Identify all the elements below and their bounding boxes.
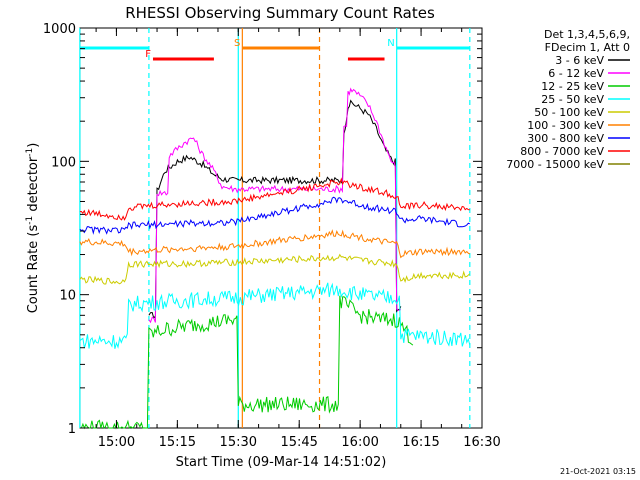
flag-label: S <box>234 38 240 49</box>
x-tick-label: 16:15 <box>402 435 439 450</box>
legend-entry-label: 7000 - 15000 keV <box>506 158 604 171</box>
x-tick-label: 16:30 <box>463 435 500 450</box>
footer-timestamp: 21-Oct-2021 03:15 <box>560 467 636 476</box>
series-line <box>148 99 402 320</box>
legend-entry-label: 300 - 800 keV <box>527 132 604 145</box>
x-tick-label: 15:30 <box>220 435 257 450</box>
series-line <box>148 87 402 324</box>
x-tick-label: 16:00 <box>341 435 378 450</box>
flag-label: N <box>387 38 394 49</box>
x-tick-label: 15:45 <box>280 435 317 450</box>
series-line <box>79 282 471 349</box>
legend-entry-label: 12 - 25 keV <box>541 80 604 93</box>
series-line <box>79 295 414 430</box>
legend-entry-label: 100 - 300 keV <box>527 119 604 132</box>
x-axis-label: Start Time (09-Mar-14 14:51:02) <box>176 455 387 470</box>
series-line <box>79 196 470 235</box>
x-tick-label: 15:15 <box>159 435 196 450</box>
legend-entry-label: 3 - 6 keV <box>555 54 604 67</box>
series-line <box>79 253 471 285</box>
y-tick-label: 1000 <box>43 22 76 37</box>
y-tick-label: 100 <box>51 155 76 170</box>
legend-entry-label: 25 - 50 keV <box>541 93 604 106</box>
legend-header: FDecim 1, Att 0 <box>545 41 630 54</box>
chart-title: RHESSI Observing Summary Count Rates <box>125 4 435 22</box>
y-tick-label: 10 <box>59 289 76 304</box>
legend-entry-label: 800 - 7000 keV <box>520 145 604 158</box>
flag-label: F <box>145 49 151 60</box>
y-tick-label: 1 <box>68 422 76 437</box>
legend: Det 1,3,4,5,6,9,FDecim 1, Att 03 - 6 keV… <box>506 28 630 171</box>
series-line <box>79 177 470 221</box>
plot-frame <box>79 27 483 429</box>
legend-header: Det 1,3,4,5,6,9, <box>544 28 630 41</box>
legend-entry-label: 6 - 12 keV <box>548 67 604 80</box>
series-line <box>79 229 471 259</box>
legend-entry-label: 50 - 100 keV <box>534 106 604 119</box>
x-tick-label: 15:00 <box>98 435 135 450</box>
y-axis-label: Count Rate (s-1 detector-1) <box>25 143 41 314</box>
